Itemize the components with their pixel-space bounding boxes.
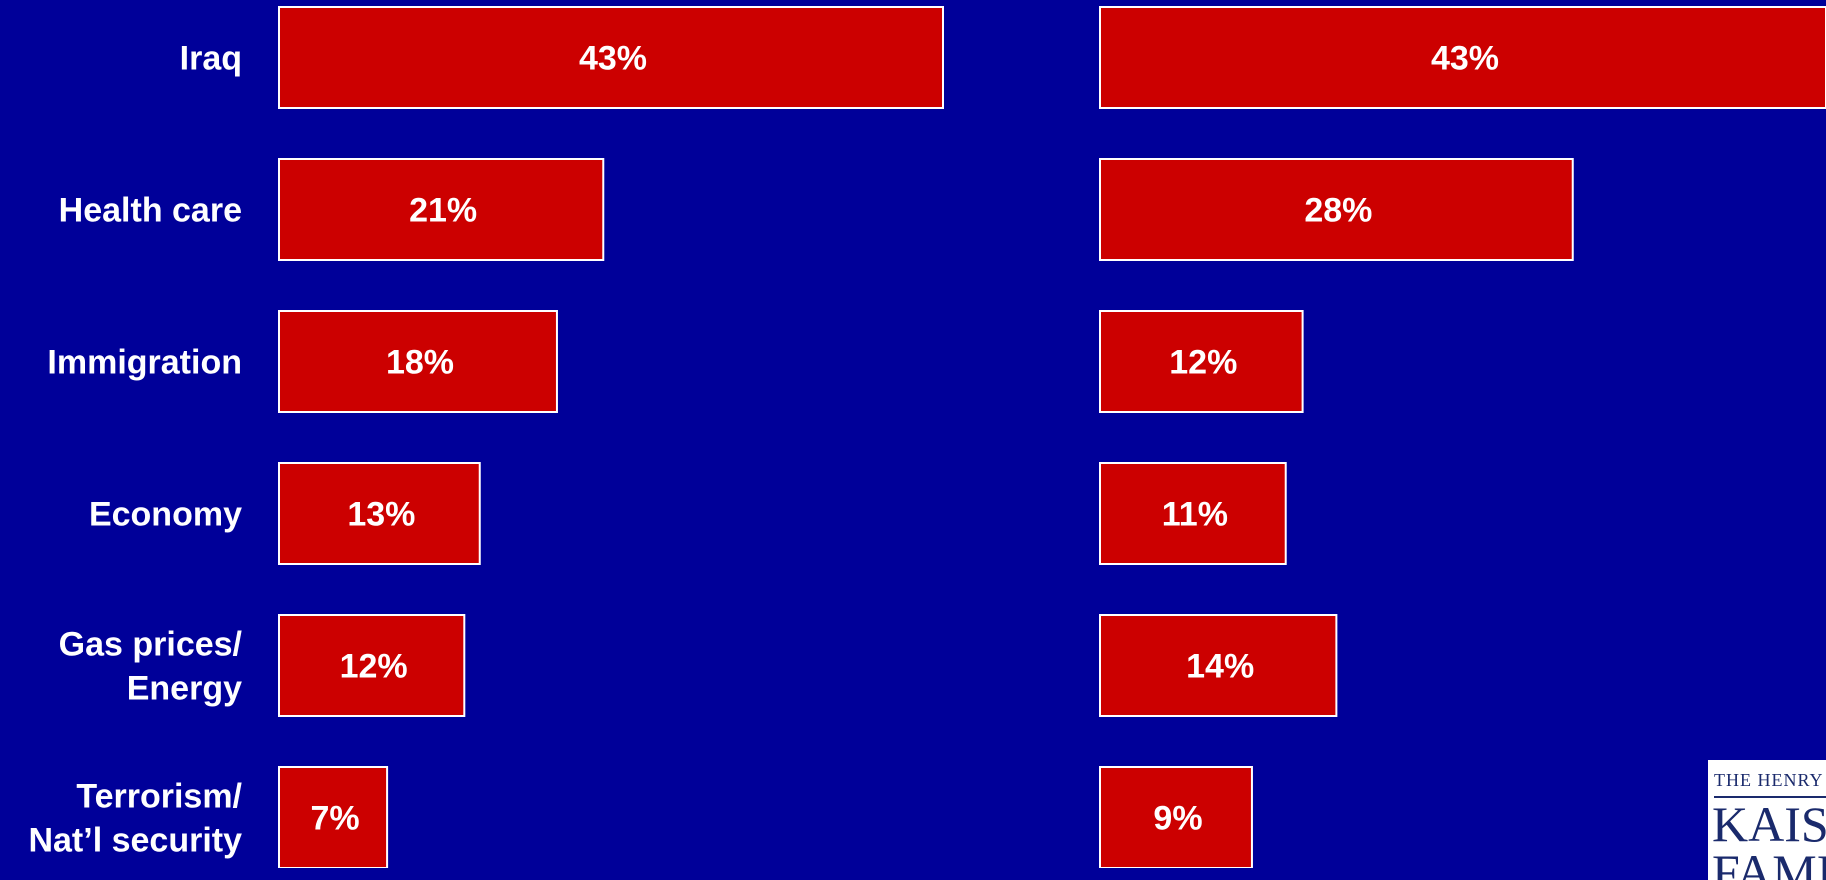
bar bbox=[1099, 310, 1304, 413]
bar bbox=[278, 6, 944, 109]
bar bbox=[278, 462, 481, 565]
data-label: 18% bbox=[386, 344, 454, 382]
category-label: Economy bbox=[89, 496, 242, 534]
data-label: 9% bbox=[1153, 800, 1202, 838]
bar bbox=[1099, 158, 1574, 261]
chart-panel-right: 43% 28% 12% 11% 14% 9% bbox=[1099, 6, 1826, 868]
data-label: 7% bbox=[310, 800, 359, 838]
data-label: 13% bbox=[347, 496, 415, 534]
data-label: 43% bbox=[1431, 40, 1499, 78]
data-label: 12% bbox=[1169, 344, 1237, 382]
category-label: Terrorism/ bbox=[76, 778, 242, 816]
data-label: 43% bbox=[579, 40, 647, 78]
bar bbox=[1099, 6, 1826, 109]
kaiser-family-foundation-logo: THE HENRY J. KAISER FAMILY bbox=[1708, 760, 1826, 880]
bar bbox=[1099, 766, 1253, 868]
logo-rule bbox=[1714, 796, 1826, 798]
bar bbox=[278, 766, 389, 868]
logo-line-1: THE HENRY J. bbox=[1714, 770, 1826, 790]
data-label: 14% bbox=[1186, 648, 1254, 686]
logo-line-2-text: KAISER bbox=[1712, 796, 1826, 852]
bar bbox=[278, 614, 466, 717]
bar bbox=[1099, 462, 1287, 565]
bar bbox=[1099, 614, 1338, 717]
category-label: Iraq bbox=[180, 40, 242, 78]
category-label: Energy bbox=[127, 670, 242, 708]
category-label: Health care bbox=[59, 192, 242, 230]
bar bbox=[278, 310, 558, 413]
category-label: Immigration bbox=[47, 344, 242, 382]
category-labels: Iraq Health care Immigration Economy Gas pri… bbox=[28, 40, 242, 860]
logo-line-2: KAISER FAMILY bbox=[1712, 799, 1826, 880]
logo-line-3-text: FAMILY bbox=[1712, 844, 1826, 880]
data-label: 21% bbox=[409, 192, 477, 230]
category-label: Nat’l security bbox=[28, 822, 242, 860]
bar bbox=[278, 158, 605, 261]
data-label: 28% bbox=[1304, 192, 1372, 230]
data-label: 11% bbox=[1162, 496, 1228, 534]
chart-panel-left: 43% 21% 18% 13% 12% 7% bbox=[278, 6, 944, 868]
data-label: 12% bbox=[340, 648, 408, 686]
category-label: Gas prices/ bbox=[59, 626, 243, 664]
